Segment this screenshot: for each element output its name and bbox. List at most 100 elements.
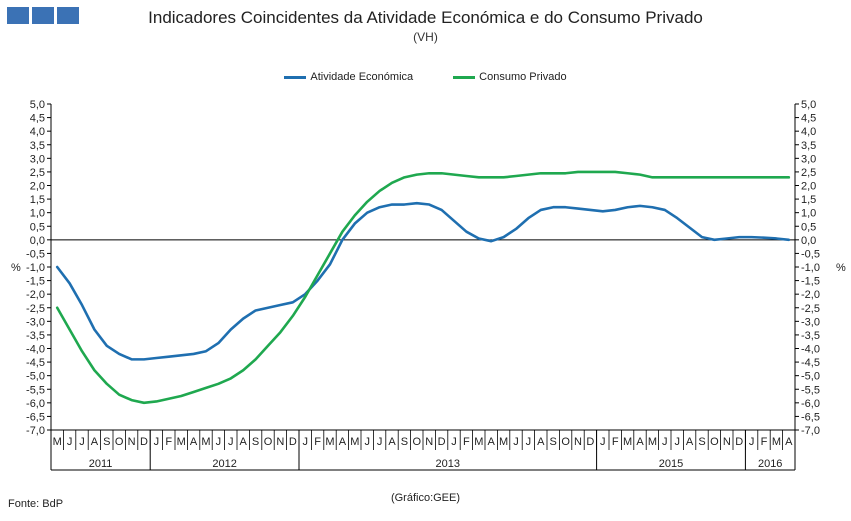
x-tick-label: J (600, 436, 606, 448)
y-tick-label-left: -1,5 (26, 276, 45, 288)
x-tick-label: J (662, 436, 668, 448)
x-tick-label: M (648, 436, 657, 448)
y-tick-label-right: 2,5 (801, 167, 816, 179)
x-tick-label: J (154, 436, 160, 448)
y-tick-label-left: 4,5 (30, 113, 45, 125)
x-tick-label: N (723, 436, 731, 448)
x-tick-label: M (325, 436, 334, 448)
y-tick-label-left: 1,5 (30, 194, 45, 206)
y-tick-label-left: 2,0 (30, 181, 45, 193)
y-tick-label-left: -3,0 (26, 316, 45, 328)
x-tick-label: A (339, 436, 347, 448)
y-tick-label-left: -1,0 (26, 262, 45, 274)
y-tick-label-right: -4,0 (801, 344, 820, 356)
x-tick-label: A (636, 436, 644, 448)
x-tick-label: M (350, 436, 359, 448)
y-tick-label-left: 0,0 (30, 235, 45, 247)
y-tick-label-right: 0,0 (801, 235, 816, 247)
x-tick-label: J (228, 436, 234, 448)
x-tick-label: S (698, 436, 705, 448)
x-tick-label: J (364, 436, 370, 448)
y-tick-label-right: 4,5 (801, 113, 816, 125)
y-tick-label-right: -7,0 (801, 425, 820, 437)
y-tick-label-left: -5,0 (26, 371, 45, 383)
y-tick-label-right: -3,5 (801, 330, 820, 342)
x-tick-label: A (240, 436, 248, 448)
x-tick-label: N (574, 436, 582, 448)
x-tick-label: M (177, 436, 186, 448)
x-tick-label: N (276, 436, 284, 448)
x-tick-label: A (785, 436, 793, 448)
y-tick-label-left: 5,0 (30, 99, 45, 111)
x-tick-label: J (377, 436, 383, 448)
x-tick-label: D (735, 436, 743, 448)
x-tick-label: O (115, 436, 124, 448)
y-tick-label-right: -1,0 (801, 262, 820, 274)
legend-item-activity: Atividade Económica (284, 71, 413, 83)
chart-subtitle: (VH) (413, 30, 438, 44)
x-tick-label: M (53, 436, 62, 448)
x-tick-label: M (499, 436, 508, 448)
x-tick-label: J (67, 436, 73, 448)
y-tick-label-right: -0,5 (801, 248, 820, 260)
y-tick-label-left: 1,0 (30, 208, 45, 220)
y-tick-label-left: -0,5 (26, 248, 45, 260)
logo-block (32, 7, 54, 24)
y-tick-label-left: -3,5 (26, 330, 45, 342)
y-tick-label-right: -5,5 (801, 384, 820, 396)
x-tick-label: N (128, 436, 136, 448)
y-tick-label-left: -4,0 (26, 344, 45, 356)
y-unit-left: % (11, 262, 21, 274)
x-tick-label: J (526, 436, 532, 448)
x-tick-label: F (761, 436, 768, 448)
x-tick-label: A (388, 436, 396, 448)
y-tick-label-right: -5,0 (801, 371, 820, 383)
y-tick-label-left: 2,5 (30, 167, 45, 179)
x-tick-label: O (561, 436, 570, 448)
y-tick-label-left: -4,5 (26, 357, 45, 369)
x-tick-label: J (79, 436, 85, 448)
x-tick-label: F (612, 436, 619, 448)
x-tick-label: A (537, 436, 545, 448)
logo-block (7, 7, 29, 24)
x-tick-label: A (190, 436, 198, 448)
legend-swatch-consumption (453, 75, 476, 79)
y-tick-label-right: 3,0 (801, 153, 816, 165)
year-label: 2016 (758, 458, 782, 470)
y-tick-label-left: 3,0 (30, 153, 45, 165)
x-tick-label: D (140, 436, 148, 448)
y-tick-label-right: 3,5 (801, 140, 816, 152)
y-tick-label-left: 4,0 (30, 126, 45, 138)
y-tick-label-right: -3,0 (801, 316, 820, 328)
brand-logo (7, 7, 79, 24)
y-tick-label-right: 1,5 (801, 194, 816, 206)
x-tick-label: M (623, 436, 632, 448)
x-tick-label: J (302, 436, 308, 448)
x-tick-label: O (413, 436, 422, 448)
x-tick-label: F (165, 436, 172, 448)
year-label: 2011 (89, 458, 113, 470)
legend-swatch-activity (284, 75, 307, 79)
chart-title: Indicadores Coincidentes da Atividade Ec… (148, 8, 703, 27)
x-tick-label: S (401, 436, 408, 448)
year-label: 2013 (436, 458, 460, 470)
y-tick-label-right: 5,0 (801, 99, 816, 111)
y-unit-right: % (836, 262, 846, 274)
y-tick-label-right: -6,5 (801, 411, 820, 423)
y-tick-label-left: 3,5 (30, 140, 45, 152)
logo-block (57, 7, 79, 24)
x-tick-label: S (103, 436, 110, 448)
x-tick-label: M (201, 436, 210, 448)
y-tick-label-left: -6,0 (26, 398, 45, 410)
x-tick-label: S (252, 436, 259, 448)
series-line-activity (55, 201, 791, 361)
y-tick-label-right: 2,0 (801, 181, 816, 193)
x-tick-label: J (513, 436, 519, 448)
series-line-consumption (55, 170, 791, 405)
y-tick-label-left: -5,5 (26, 384, 45, 396)
x-tick-label: M (474, 436, 483, 448)
x-tick-label: A (686, 436, 694, 448)
y-tick-label-right: -2,0 (801, 289, 820, 301)
x-tick-label: A (488, 436, 496, 448)
